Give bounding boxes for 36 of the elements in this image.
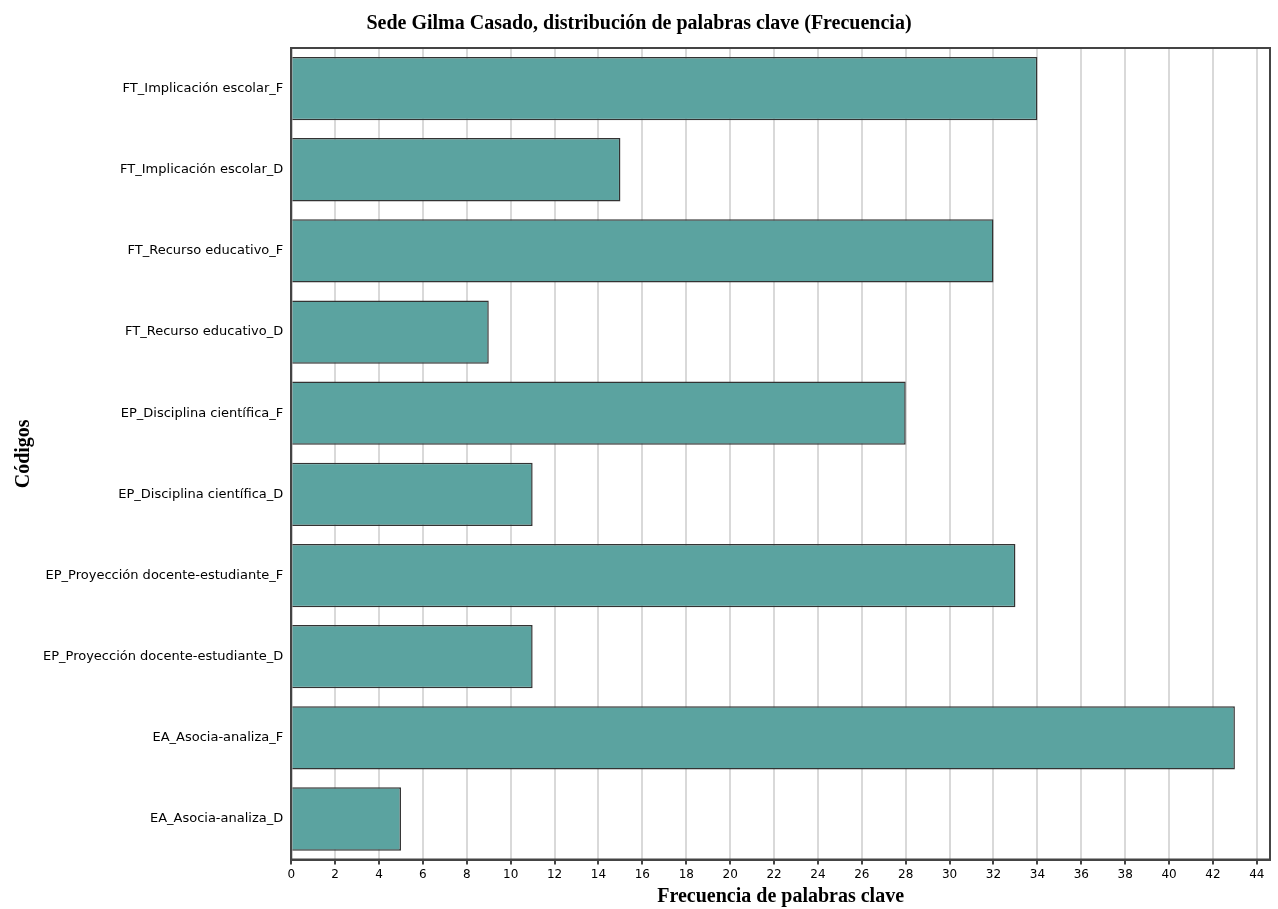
x-tick-label: 18 xyxy=(678,866,694,881)
x-tick-label: 42 xyxy=(1205,866,1221,881)
y-tick-label: FT_Implicación escolar_F xyxy=(122,79,284,95)
y-tick-label: EA_Asocia-analiza_D xyxy=(149,810,284,826)
y-tick-label: EP_Disciplina científica_D xyxy=(118,485,284,501)
x-tick-label: 12 xyxy=(546,866,563,881)
x-tick-label: 26 xyxy=(854,866,870,881)
y-tick-label: EA_Asocia-analiza_F xyxy=(152,729,284,745)
x-tick-label: 16 xyxy=(634,866,651,881)
x-tick-label: 38 xyxy=(1117,866,1133,881)
x-tick-label: 6 xyxy=(419,866,427,881)
x-tick-label: 8 xyxy=(463,866,471,881)
x-tick-label: 0 xyxy=(287,866,296,881)
x-tick-label: 44 xyxy=(1249,866,1265,881)
y-tick-label: FT_Recurso educativo_D xyxy=(125,323,284,339)
y-axis-title: Códigos xyxy=(11,419,35,489)
x-tick-label: 22 xyxy=(766,866,782,881)
chart-title: Sede Gilma Casado, distribución de palabras clave (Frecuencia) xyxy=(366,11,912,35)
x-tick-label: 30 xyxy=(941,866,958,881)
y-tick-label: EP_Proyección docente-estudiante_F xyxy=(45,566,284,582)
x-tick-label: 36 xyxy=(1073,866,1089,881)
x-tick-label: 40 xyxy=(1161,866,1177,881)
x-tick-label: 10 xyxy=(503,866,519,881)
y-tick-label: FT_Implicación escolar_D xyxy=(120,161,284,177)
x-axis-title: Frecuencia de palabras clave xyxy=(657,884,905,908)
x-tick-label: 28 xyxy=(898,866,914,881)
x-tick-label: 2 xyxy=(331,866,339,881)
x-tick-label: 20 xyxy=(722,866,738,881)
y-tick-label: EP_Proyección docente-estudiante_D xyxy=(42,648,284,664)
y-tick-label: FT_Recurso educativo_F xyxy=(127,242,284,258)
y-tick-label: EP_Disciplina científica_F xyxy=(120,404,284,420)
x-tick-label: 32 xyxy=(985,866,1002,881)
x-tick-label: 24 xyxy=(810,866,826,881)
x-tick-label: 34 xyxy=(1029,866,1046,881)
x-tick-label: 4 xyxy=(375,866,383,881)
x-tick-label: 14 xyxy=(590,866,607,881)
